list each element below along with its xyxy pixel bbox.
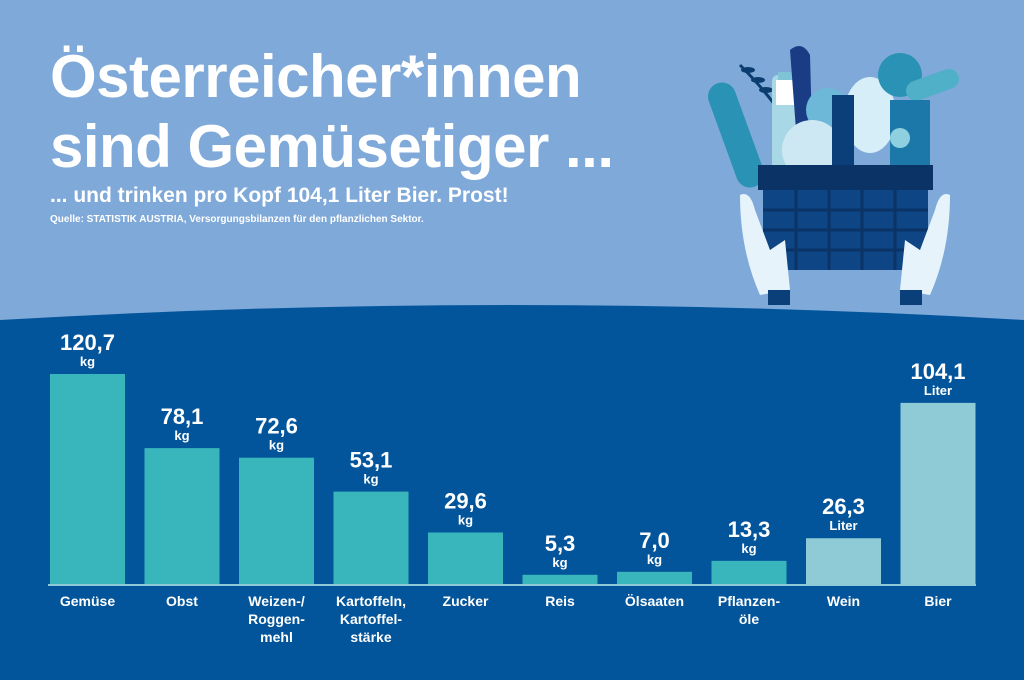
bar-8 xyxy=(806,538,881,584)
herb-sprig-icon xyxy=(738,63,777,106)
source-note: Quelle: STATISTIK AUSTRIA, Versorgungsbi… xyxy=(50,214,424,225)
juice-carton-icon xyxy=(890,100,930,170)
unit-label: kg xyxy=(174,428,189,443)
unit-label: kg xyxy=(552,555,567,570)
value-label: 5,3 xyxy=(545,531,576,556)
value-label: 29,6 xyxy=(444,489,487,514)
value-label: 78,1 xyxy=(161,404,204,429)
category-label: Roggen- xyxy=(248,611,305,627)
baguette-icon xyxy=(707,82,765,188)
bar-0 xyxy=(50,374,125,584)
category-label: Kartoffeln, xyxy=(336,593,406,609)
category-label: öle xyxy=(739,611,759,627)
bar-2 xyxy=(239,457,314,584)
bar-3 xyxy=(333,491,409,584)
unit-label: kg xyxy=(269,438,284,453)
category-label: Pflanzen- xyxy=(718,593,781,609)
value-label: 7,0 xyxy=(639,528,670,553)
value-label: 26,3 xyxy=(822,494,865,519)
unit-label: kg xyxy=(458,513,473,528)
category-label: Wein xyxy=(827,593,860,609)
bar-4 xyxy=(428,532,503,584)
category-label: stärke xyxy=(350,629,391,645)
category-label: Gemüse xyxy=(60,593,115,609)
cucumber-icon xyxy=(906,68,959,101)
chart-background xyxy=(0,305,1024,680)
title-line-1: Österreicher*innen xyxy=(50,43,582,110)
right-hand-icon xyxy=(900,194,950,305)
title-line-2: sind Gemüsetiger ... xyxy=(50,113,614,180)
pineapple-icon xyxy=(844,77,896,153)
bar-5 xyxy=(522,574,598,584)
unit-label: kg xyxy=(80,354,95,369)
bar-6 xyxy=(617,571,692,584)
page-title: Österreicher*innen sind Gemüsetiger ... xyxy=(50,42,614,182)
value-label: 72,6 xyxy=(255,414,298,439)
basket-of-groceries-illustration xyxy=(707,46,959,305)
category-label: Weizen-/ xyxy=(248,593,305,609)
category-label: Zucker xyxy=(443,593,489,609)
value-label: 13,3 xyxy=(728,517,771,542)
value-label: 53,1 xyxy=(350,448,393,473)
category-label: Reis xyxy=(545,593,575,609)
category-label: mehl xyxy=(260,629,293,645)
unit-label: kg xyxy=(363,472,378,487)
category-label: Ölsaaten xyxy=(625,593,684,609)
subtitle: ... und trinken pro Kopf 104,1 Liter Bie… xyxy=(50,184,509,207)
category-label: Obst xyxy=(166,593,198,609)
basket-icon xyxy=(758,95,933,270)
bar-7 xyxy=(711,560,787,584)
unit-label: kg xyxy=(647,552,662,567)
unit-label: Liter xyxy=(924,383,952,398)
chart-area: 120,7 kg Gemüse 78,1 kg Obst 72,6 kg Weizen-/Rog… xyxy=(0,300,1024,680)
value-label: 120,7 xyxy=(60,330,115,355)
unit-label: kg xyxy=(741,541,756,556)
unit-label: Liter xyxy=(829,518,857,533)
category-label: Bier xyxy=(924,593,952,609)
bar-chart: 120,7kgGemüse78,1kgObst72,6kgWeizen-/Rog… xyxy=(0,305,1024,680)
left-hand-icon xyxy=(740,194,790,305)
bar-9 xyxy=(900,402,976,584)
value-label: 104,1 xyxy=(910,359,965,384)
category-label: Kartoffel- xyxy=(340,611,403,627)
bar-1 xyxy=(144,448,220,584)
